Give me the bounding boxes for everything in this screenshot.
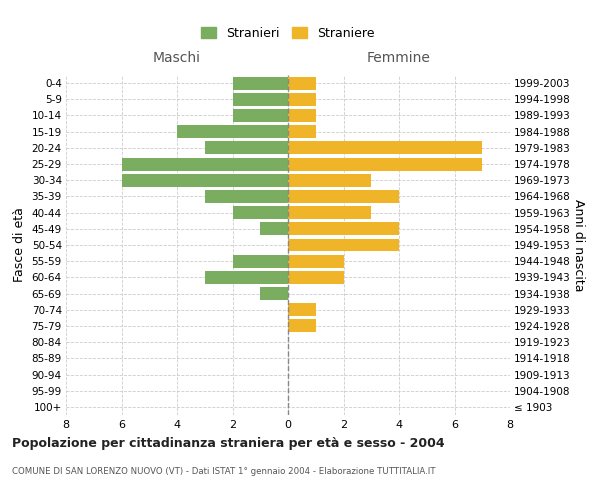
Bar	[233, 76, 288, 90]
Bar	[205, 271, 288, 284]
Bar	[121, 158, 288, 170]
Text: COMUNE DI SAN LORENZO NUOVO (VT) - Dati ISTAT 1° gennaio 2004 - Elaborazione TUT: COMUNE DI SAN LORENZO NUOVO (VT) - Dati …	[12, 468, 436, 476]
Bar	[205, 190, 288, 203]
Bar	[288, 76, 316, 90]
Bar	[288, 304, 316, 316]
Bar	[288, 158, 482, 170]
Legend: Stranieri, Straniere: Stranieri, Straniere	[201, 27, 375, 40]
Bar	[205, 142, 288, 154]
Bar	[233, 206, 288, 219]
Bar	[177, 125, 288, 138]
Bar	[121, 174, 288, 186]
Bar	[288, 271, 343, 284]
Text: Popolazione per cittadinanza straniera per età e sesso - 2004: Popolazione per cittadinanza straniera p…	[12, 438, 445, 450]
Bar	[288, 206, 371, 219]
Bar	[288, 222, 399, 235]
Bar	[260, 287, 288, 300]
Bar	[233, 109, 288, 122]
Bar	[288, 93, 316, 106]
Bar	[288, 190, 399, 203]
Bar	[288, 254, 343, 268]
Bar	[288, 238, 399, 252]
Bar	[288, 125, 316, 138]
Y-axis label: Anni di nascita: Anni di nascita	[572, 198, 585, 291]
Bar	[233, 254, 288, 268]
Bar	[288, 142, 482, 154]
Bar	[260, 222, 288, 235]
Bar	[233, 93, 288, 106]
Bar	[288, 109, 316, 122]
Bar	[288, 174, 371, 186]
Text: Femmine: Femmine	[367, 51, 431, 65]
Bar	[288, 320, 316, 332]
Text: Maschi: Maschi	[153, 51, 201, 65]
Y-axis label: Fasce di età: Fasce di età	[13, 208, 26, 282]
